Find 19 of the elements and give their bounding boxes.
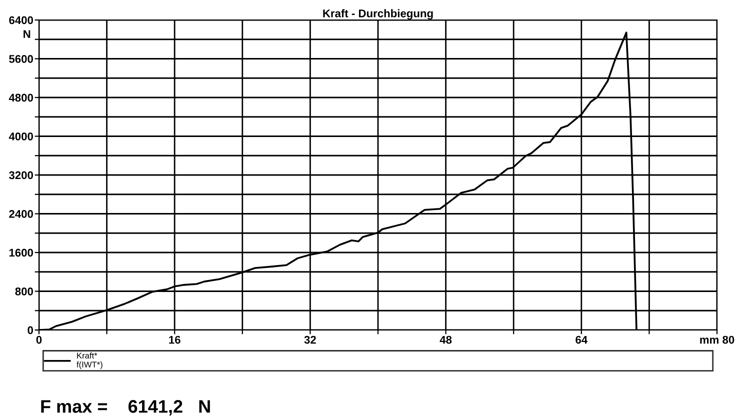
y-tick-label: 4800	[8, 94, 33, 102]
y-axis-title: N	[24, 30, 30, 38]
x-tick-label: 32	[304, 336, 316, 344]
x-tick-label: 64	[576, 336, 588, 344]
text: F max = 6141,2 N	[41, 400, 210, 416]
x-tick-label: mm 80	[700, 336, 734, 344]
y-tick-label: 1600	[9, 248, 33, 257]
y-tick-label: 4000	[8, 132, 33, 140]
y-tick-label: 800	[15, 288, 33, 296]
y-tick-label: 6400	[9, 16, 33, 24]
x-tick-label: 16	[169, 336, 180, 344]
chart-title: Kraft - Durchbiegung	[323, 9, 433, 20]
x-tick-label: 0	[36, 336, 42, 344]
legend-label: Kraft* f(IWT*)	[76, 352, 102, 370]
x-tick-label: 48	[440, 336, 452, 344]
y-tick-label: 0	[28, 326, 33, 334]
y-tick-label: 2400	[9, 210, 33, 218]
y-tick-label: 3200	[8, 171, 33, 180]
y-tick-label: 5600	[9, 55, 33, 63]
